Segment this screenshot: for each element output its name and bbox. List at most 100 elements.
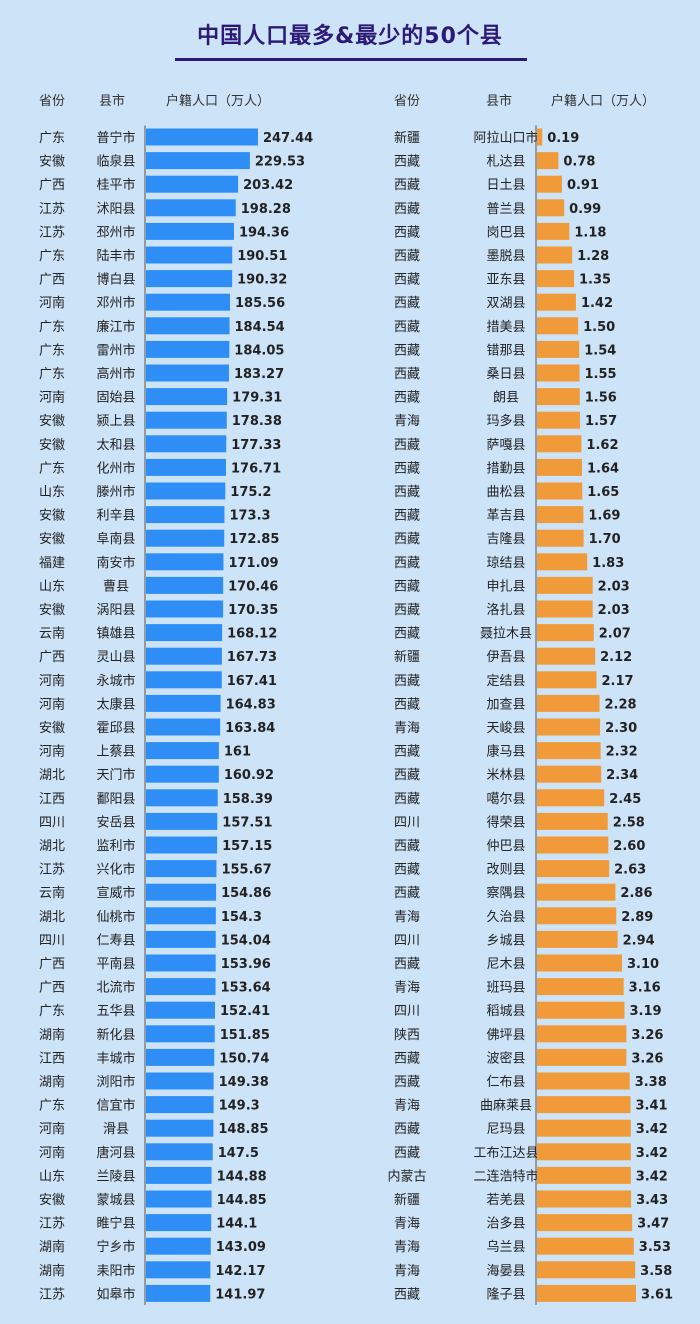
most-value-label: 143.09	[216, 1240, 266, 1255]
most-province-label: 山东	[39, 1169, 65, 1184]
most-bar	[146, 978, 216, 996]
most-province-label: 湖南	[39, 1074, 65, 1090]
most-bar	[146, 411, 227, 429]
least-province-label: 内蒙古	[387, 1168, 426, 1184]
least-bar	[537, 978, 624, 996]
most-county-label: 唐河县	[96, 1145, 135, 1161]
most-county-label: 北流市	[96, 980, 135, 996]
most-province-label: 江西	[39, 1051, 65, 1066]
most-bar	[146, 199, 236, 217]
least-value-label: 1.35	[579, 273, 611, 288]
least-value-label: 3.16	[629, 981, 661, 996]
most-value-label: 154.04	[221, 933, 271, 948]
most-county-label: 邓州市	[96, 295, 135, 311]
least-province-label: 四川	[394, 1004, 420, 1019]
least-county-label: 佛坪县	[486, 1028, 525, 1043]
least-province-label: 西藏	[394, 674, 420, 689]
most-county-label: 颍上县	[96, 414, 135, 429]
least-county-label: 曲麻莱县	[480, 1099, 532, 1114]
most-value-label: 160.92	[224, 768, 274, 783]
least-county-label: 乡城县	[486, 933, 525, 948]
most-value-label: 173.3	[229, 509, 270, 524]
most-province-label: 广东	[39, 249, 65, 264]
most-bar	[146, 718, 221, 736]
most-county-label: 廉江市	[96, 319, 135, 335]
most-province-label: 安徽	[39, 155, 65, 170]
least-value-label: 1.18	[574, 225, 606, 240]
least-province-label: 青海	[394, 721, 420, 736]
most-county-label: 太和县	[96, 438, 135, 453]
most-value-label: 163.84	[225, 721, 275, 736]
most-county-label: 兰陵县	[96, 1169, 135, 1184]
most-bar	[146, 789, 218, 807]
most-province-label: 山东	[39, 579, 65, 594]
least-province-label: 西藏	[394, 249, 420, 264]
most-county-label: 浏阳市	[96, 1074, 135, 1090]
least-province-label: 西藏	[394, 532, 420, 547]
least-bar	[537, 671, 597, 689]
least-bar	[537, 907, 617, 925]
least-county-label: 洛扎县	[486, 603, 525, 618]
least-value-label: 1.54	[584, 343, 616, 358]
most-bar	[146, 293, 230, 311]
least-bar	[537, 1261, 636, 1279]
most-province-label: 四川	[39, 933, 65, 948]
most-value-label: 179.31	[232, 391, 282, 406]
title-underline	[175, 58, 527, 61]
least-county-label: 措勤县	[486, 461, 525, 476]
least-province-label: 西藏	[394, 1146, 420, 1161]
most-value-label: 168.12	[227, 627, 277, 642]
least-province-label: 西藏	[394, 1287, 420, 1302]
most-bar	[146, 175, 239, 193]
most-header-2: 户籍人口（万人）	[166, 93, 270, 109]
least-bar	[537, 600, 593, 618]
least-bar	[537, 1237, 634, 1255]
least-value-label: 1.56	[585, 391, 617, 406]
least-province-label: 西藏	[394, 461, 420, 476]
least-bar	[537, 1001, 625, 1019]
most-county-label: 阜南县	[96, 531, 135, 547]
least-bar	[537, 718, 601, 736]
least-county-label: 玛多县	[486, 413, 525, 429]
least-value-label: 1.83	[592, 556, 624, 571]
least-value-label: 2.45	[609, 792, 641, 807]
most-bar	[146, 624, 223, 642]
most-county-label: 邳州市	[96, 224, 135, 240]
most-value-label: 161	[224, 745, 251, 760]
most-value-label: 150.74	[219, 1051, 269, 1066]
most-bar	[146, 1237, 211, 1255]
least-value-label: 2.03	[598, 603, 630, 618]
most-county-label: 天门市	[96, 767, 135, 783]
least-province-label: 西藏	[394, 603, 420, 618]
most-province-label: 广东	[39, 131, 65, 146]
most-province-label: 湖北	[39, 839, 65, 854]
most-value-label: 149.3	[219, 1099, 260, 1114]
most-bar	[146, 1119, 214, 1137]
most-value-label: 177.33	[231, 438, 281, 453]
least-value-label: 1.65	[587, 485, 619, 500]
least-bar	[537, 647, 596, 665]
most-value-label: 183.27	[234, 367, 284, 382]
most-province-label: 江苏	[39, 1286, 65, 1302]
most-province-label: 云南	[39, 626, 65, 642]
least-value-label: 0.99	[569, 202, 601, 217]
most-value-label: 142.17	[215, 1264, 265, 1279]
most-province-label: 湖南	[39, 1263, 65, 1279]
least-value-label: 3.53	[639, 1240, 671, 1255]
most-value-label: 158.39	[223, 792, 273, 807]
most-bar	[146, 1025, 215, 1043]
most-province-label: 广西	[39, 273, 65, 288]
most-value-label: 190.32	[237, 273, 287, 288]
most-province-label: 河南	[39, 696, 65, 712]
least-bar	[537, 222, 570, 240]
least-county-label: 若羌县	[486, 1192, 525, 1208]
least-county-label: 札达县	[486, 155, 525, 170]
most-county-label: 涡阳县	[96, 603, 135, 618]
least-province-label: 西藏	[394, 863, 420, 878]
most-value-label: 152.41	[220, 1004, 270, 1019]
least-bar	[537, 1143, 631, 1161]
least-province-label: 西藏	[394, 556, 420, 571]
most-value-label: 149.38	[219, 1075, 269, 1090]
least-bar	[537, 506, 584, 524]
least-bar	[537, 293, 576, 311]
